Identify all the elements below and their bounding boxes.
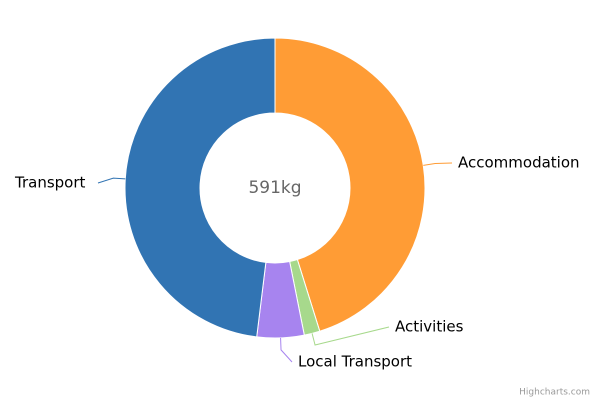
data-label: Activities <box>395 318 464 336</box>
connector <box>97 177 126 184</box>
slice <box>274 37 426 332</box>
slice <box>124 37 276 338</box>
connector <box>423 162 453 166</box>
connector <box>280 337 293 363</box>
data-label: Local Transport <box>298 353 412 371</box>
connector <box>311 326 390 346</box>
credits[interactable]: Highcharts.com <box>519 388 590 398</box>
data-label: Accommodation <box>458 154 580 172</box>
center-label: 591kg <box>248 178 301 198</box>
data-label: Transport <box>14 174 86 192</box>
